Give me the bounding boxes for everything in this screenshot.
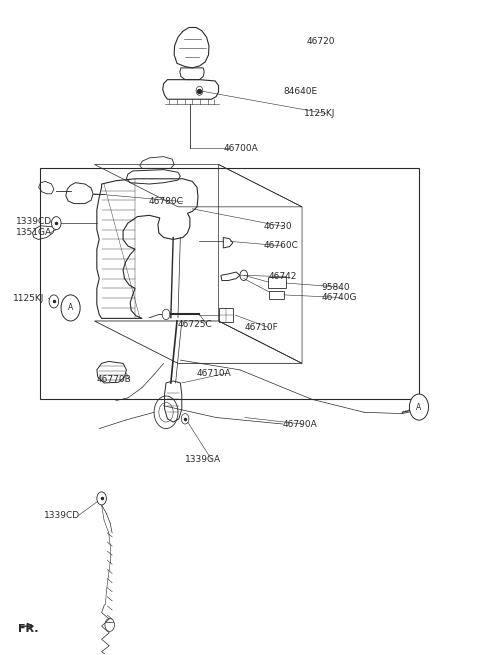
Circle shape [181, 413, 189, 424]
Text: 95840: 95840 [321, 282, 350, 291]
Text: 1339CD: 1339CD [16, 217, 52, 227]
Text: 46790A: 46790A [283, 420, 318, 428]
Text: 1125KJ: 1125KJ [13, 293, 45, 303]
Text: 46770B: 46770B [97, 375, 132, 384]
Text: FR.: FR. [18, 624, 38, 634]
Text: 1339CD: 1339CD [44, 511, 81, 520]
Text: 1339GA: 1339GA [185, 455, 221, 464]
Text: 84640E: 84640E [283, 87, 317, 96]
Bar [269, 291, 284, 299]
Text: 46725C: 46725C [178, 320, 213, 329]
Text: 46760C: 46760C [264, 242, 299, 250]
Text: 46710F: 46710F [245, 323, 278, 332]
Text: 46710A: 46710A [196, 369, 231, 378]
Text: 46740G: 46740G [321, 293, 357, 302]
Text: 1125KJ: 1125KJ [304, 109, 336, 118]
Text: 46730: 46730 [264, 222, 292, 231]
Circle shape [97, 492, 107, 505]
Text: 46720: 46720 [307, 37, 336, 47]
Text: 46742: 46742 [269, 272, 297, 281]
Text: A: A [68, 303, 73, 312]
Bar [268, 276, 286, 288]
Text: A: A [416, 403, 421, 411]
Circle shape [162, 309, 170, 320]
Bar [218, 308, 233, 322]
Bar [39, 168, 419, 400]
Text: 1351GA: 1351GA [16, 229, 52, 237]
Text: 46700A: 46700A [223, 143, 258, 153]
Circle shape [409, 394, 429, 420]
Circle shape [61, 295, 80, 321]
Circle shape [51, 217, 61, 230]
Text: 46780C: 46780C [148, 197, 183, 206]
Circle shape [49, 295, 59, 308]
